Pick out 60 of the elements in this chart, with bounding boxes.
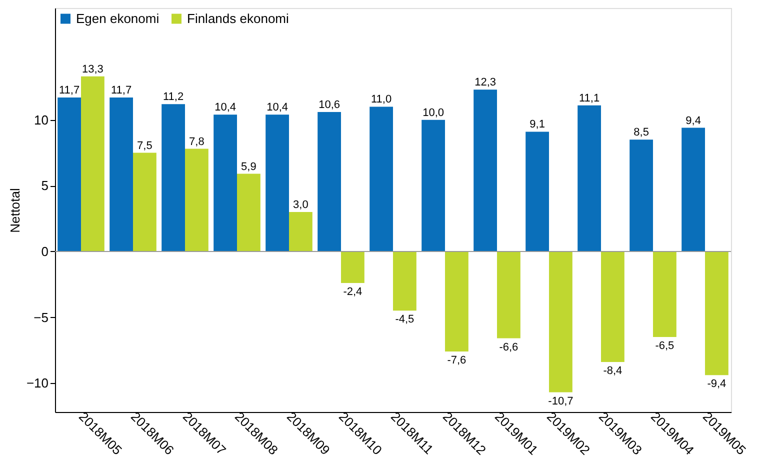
data-label: 11,2 [163,91,184,104]
data-label: -2,4 [343,286,362,298]
data-label: -10,7 [548,395,574,408]
bar [370,106,393,252]
y-axis-title: Nettotal [7,188,22,233]
bar [133,152,156,252]
data-label: 7,8 [189,136,204,148]
bar [341,251,364,284]
bar [289,212,312,252]
bar [318,112,341,252]
bar [705,251,728,376]
data-label: 12,3 [474,76,496,89]
bar [682,128,705,252]
data-label: 13,3 [82,63,104,76]
data-label: 11,7 [59,84,80,96]
bar [549,251,572,392]
bar [497,251,520,338]
bar [578,105,601,252]
bar [81,76,104,252]
data-label: -6,5 [655,340,674,352]
bar [266,114,289,252]
data-label: 5,9 [241,160,256,173]
data-label: -8,4 [603,364,622,377]
bar [630,140,653,252]
data-label: 3,0 [293,198,308,211]
data-label: 9,1 [530,118,545,131]
legend-label: Finlands ekonomi [187,10,289,26]
data-label: -4,5 [395,314,414,326]
bar [214,114,237,252]
legend-label: Egen ekonomi [76,10,160,26]
data-label: 11,7 [111,84,132,96]
bar [422,120,445,252]
data-label: 10,0 [422,106,444,119]
bar [185,148,208,252]
y-tick-label: 5 [41,178,48,194]
bar [601,251,624,362]
y-tick-label: −10 [26,376,48,391]
data-label: 8,5 [634,126,649,139]
bar [162,104,185,252]
data-label: 10,4 [214,102,236,114]
y-tick-label: −5 [34,310,48,325]
data-label: 10,4 [266,102,288,114]
data-label: 7,5 [137,140,152,152]
bar [393,251,416,311]
bar [110,97,133,252]
y-tick-label: 10 [34,112,48,128]
bar [653,251,676,337]
bar [58,97,81,252]
bar [445,251,468,352]
data-label: 10,6 [318,98,340,111]
y-tick-label: 0 [41,244,48,259]
data-label: 11,0 [371,94,392,106]
data-label: -6,6 [499,341,518,354]
data-label: 11,1 [579,92,600,104]
data-label: -9,4 [707,378,726,390]
data-label: 9,4 [686,114,701,127]
bar [474,90,497,252]
data-label: -7,6 [447,354,466,366]
bar [526,132,549,252]
bar [237,174,260,252]
